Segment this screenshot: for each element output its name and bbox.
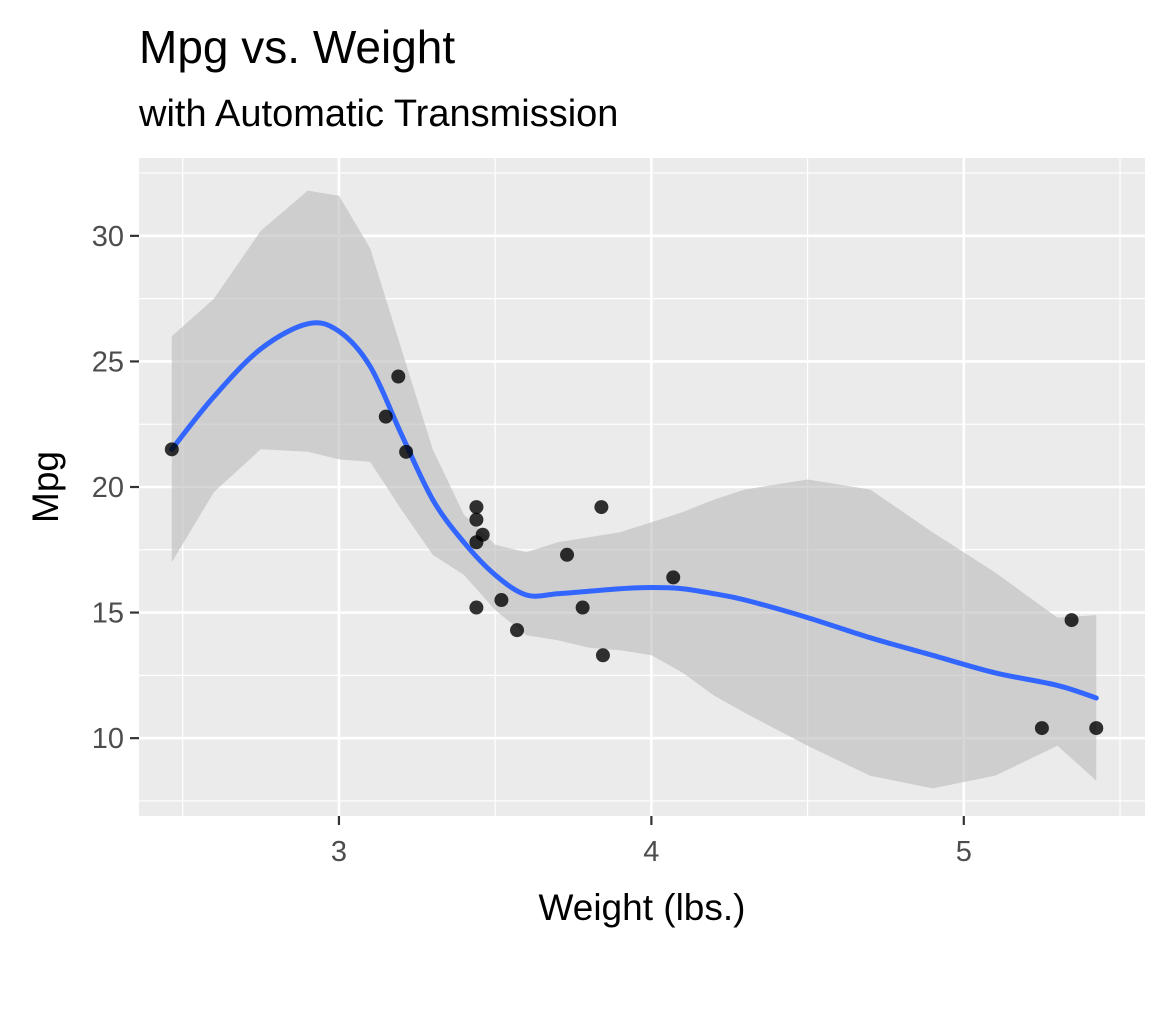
data-point [469,500,484,515]
data-point [469,600,484,615]
y-axis-title: Mpg [25,451,66,523]
data-points [164,369,1104,736]
y-axis: 10 15 20 25 30 [92,221,139,755]
y-tick-label: 15 [92,598,124,630]
data-point [469,512,484,527]
data-point [1034,721,1049,736]
data-point [666,570,681,585]
data-point [164,442,179,457]
y-tick-label: 30 [92,221,124,253]
confidence-band [171,190,1097,789]
data-point [1064,613,1079,628]
data-point [575,600,590,615]
y-tick-label: 10 [92,723,124,755]
y-tick-label: 25 [92,346,124,378]
data-point [595,648,610,663]
x-tick-label: 4 [643,836,659,868]
y-tick-label: 20 [92,472,124,504]
data-point [399,444,414,459]
x-axis: 3 4 5 [331,816,972,868]
x-axis-title: Weight (lbs.) [539,887,746,928]
data-point [594,500,609,515]
chart-title: Mpg vs. Weight [139,21,456,73]
data-point [391,369,406,384]
x-tick-label: 3 [331,836,347,868]
data-point [494,593,509,608]
x-tick-label: 5 [956,836,972,868]
data-point [560,547,575,562]
data-point [475,527,490,542]
data-point [510,623,525,638]
smooth-line [169,320,1099,701]
data-point [378,409,393,424]
data-point [1089,721,1104,736]
chart-subtitle: with Automatic Transmission [139,93,619,135]
